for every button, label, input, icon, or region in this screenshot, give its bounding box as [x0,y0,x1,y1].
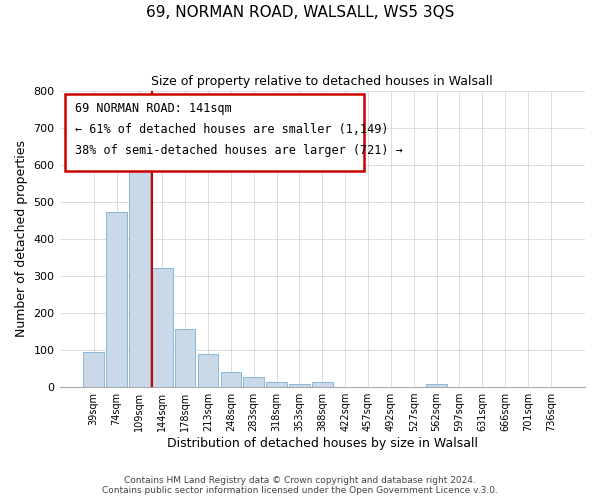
Text: Contains HM Land Registry data © Crown copyright and database right 2024.
Contai: Contains HM Land Registry data © Crown c… [102,476,498,495]
Title: Size of property relative to detached houses in Walsall: Size of property relative to detached ho… [151,75,493,88]
X-axis label: Distribution of detached houses by size in Walsall: Distribution of detached houses by size … [167,437,478,450]
Bar [289,384,310,387]
Text: 38% of semi-detached houses are larger (721) →: 38% of semi-detached houses are larger (… [76,144,403,157]
Y-axis label: Number of detached properties: Number of detached properties [15,140,28,338]
Text: ← 61% of detached houses are smaller (1,149): ← 61% of detached houses are smaller (1,… [76,123,389,136]
Text: 69 NORMAN ROAD: 141sqm: 69 NORMAN ROAD: 141sqm [76,102,232,116]
Bar [244,378,264,387]
Bar [106,212,127,387]
Bar [198,354,218,387]
Bar [426,384,447,387]
Bar [83,352,104,387]
FancyBboxPatch shape [65,94,364,170]
Bar [312,382,332,387]
Bar [221,372,241,387]
Text: 69, NORMAN ROAD, WALSALL, WS5 3QS: 69, NORMAN ROAD, WALSALL, WS5 3QS [146,5,454,20]
Bar [266,382,287,387]
Bar [175,329,196,387]
Bar [152,268,173,387]
Bar [129,148,150,387]
